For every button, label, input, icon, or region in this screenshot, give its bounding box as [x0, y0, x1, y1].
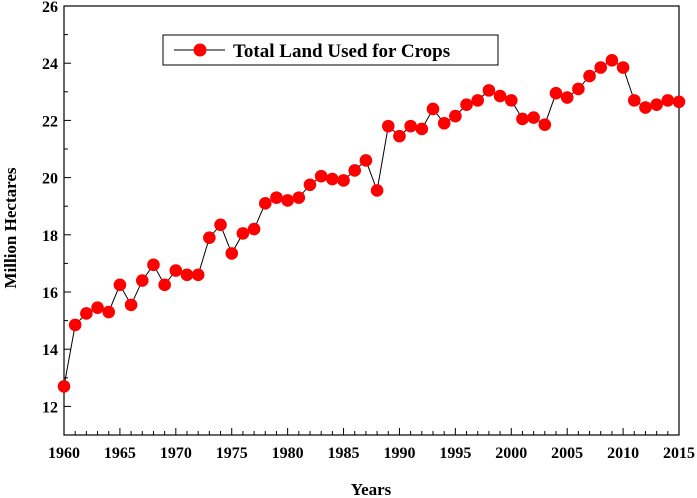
- data-point: [471, 94, 485, 107]
- data-point: [661, 94, 675, 107]
- data-point: [449, 109, 462, 123]
- data-point: [91, 301, 104, 315]
- data-point: [270, 191, 283, 204]
- data-point: [404, 119, 417, 133]
- data-point: [57, 380, 71, 393]
- x-tick-label: 1965: [104, 445, 136, 462]
- data-point: [191, 268, 205, 282]
- x-tick-label: 1985: [328, 445, 360, 462]
- x-tick-label: 1970: [160, 445, 192, 462]
- data-point: [124, 298, 138, 312]
- legend: Total Land Used for Crops: [162, 34, 499, 66]
- data-point: [203, 231, 216, 244]
- data-point: [493, 89, 507, 103]
- data-point: [594, 61, 608, 74]
- data-point: [605, 54, 619, 67]
- x-tick-label: 1995: [439, 445, 471, 462]
- data-point: [135, 274, 149, 287]
- data-point: [516, 112, 529, 126]
- x-tick-label: 2010: [607, 445, 639, 462]
- x-tick-label: 1990: [383, 445, 415, 462]
- x-tick-label: 2000: [495, 445, 527, 462]
- data-point: [583, 69, 596, 83]
- legend-label: Total Land Used for Crops: [233, 41, 450, 62]
- data-point: [393, 129, 406, 143]
- legend-marker-swatch: [193, 43, 207, 57]
- data-point: [616, 61, 630, 74]
- y-tick-label: 20: [42, 171, 58, 188]
- data-point: [258, 197, 272, 210]
- plot-frame: [63, 5, 680, 436]
- y-axis-ticks: 12 14 16 18 20 22 24 26: [42, 0, 71, 436]
- data-point: [180, 268, 194, 282]
- y-tick-label: 26: [42, 0, 58, 16]
- series-layer: [57, 54, 686, 393]
- data-point: [303, 178, 317, 192]
- x-tick-label: 1975: [216, 445, 248, 462]
- x-axis-label: Years: [351, 480, 392, 498]
- data-point: [337, 174, 350, 187]
- data-point: [426, 102, 440, 116]
- data-point: [415, 122, 429, 136]
- data-point: [672, 95, 686, 109]
- data-point: [504, 94, 518, 107]
- data-point: [538, 118, 552, 131]
- y-tick-label: 16: [42, 285, 58, 302]
- data-point: [627, 94, 641, 107]
- data-point: [80, 307, 93, 320]
- data-point: [158, 278, 171, 292]
- data-point: [326, 172, 339, 186]
- data-point: [102, 305, 116, 319]
- y-axis-label: Million Hectares: [1, 167, 20, 288]
- data-point: [236, 227, 250, 240]
- series-line: [63, 59, 680, 387]
- x-tick-label: 1960: [48, 445, 80, 462]
- data-point: [247, 222, 261, 236]
- data-point: [650, 98, 663, 111]
- data-point: [460, 98, 473, 111]
- data-point: [359, 154, 373, 167]
- data-point: [68, 318, 82, 332]
- data-point: [560, 91, 574, 104]
- data-point: [113, 278, 127, 292]
- data-point: [169, 264, 183, 277]
- y-tick-label: 24: [42, 56, 58, 73]
- y-tick-label: 22: [42, 113, 58, 130]
- data-point: [281, 194, 294, 207]
- x-tick-label: 1980: [272, 445, 304, 462]
- data-point: [639, 101, 652, 114]
- data-point: [214, 218, 227, 232]
- data-point: [437, 116, 451, 130]
- data-point: [549, 86, 563, 100]
- y-tick-label: 18: [42, 228, 58, 245]
- data-point: [527, 111, 540, 124]
- data-point: [314, 169, 328, 183]
- data-point: [225, 247, 239, 260]
- data-point: [370, 184, 384, 197]
- data-point: [147, 258, 160, 272]
- data-point: [292, 191, 306, 204]
- y-tick-label: 12: [42, 399, 58, 416]
- y-tick-label: 14: [42, 342, 58, 359]
- data-point: [482, 84, 496, 97]
- x-axis-ticks: 1960 1965 1970 1975 1980 1985 1990 1995 2000 2005…: [48, 428, 695, 462]
- data-point: [381, 119, 395, 133]
- data-point: [572, 82, 585, 96]
- x-tick-label: 2015: [663, 445, 695, 462]
- x-tick-label: 2005: [551, 445, 583, 462]
- data-point: [348, 164, 362, 177]
